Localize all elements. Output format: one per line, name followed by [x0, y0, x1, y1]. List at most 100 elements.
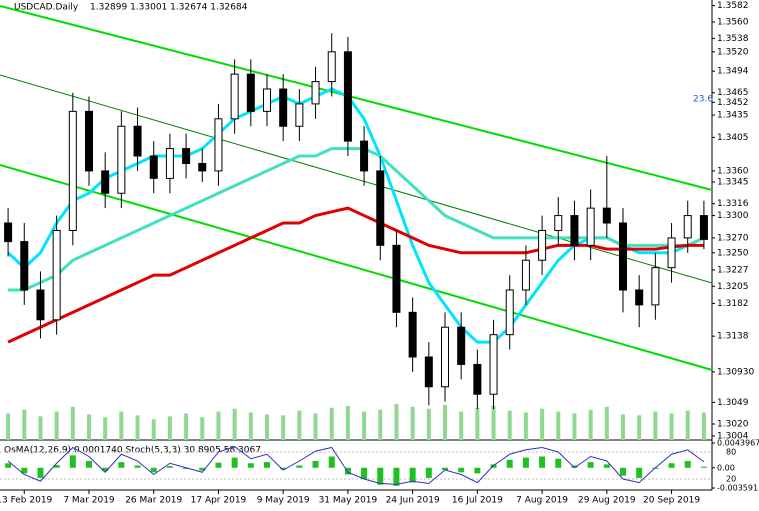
osma-bar: [280, 467, 287, 470]
volume-bar: [604, 406, 609, 440]
volume-bar: [184, 413, 189, 440]
volume-bar: [362, 411, 367, 440]
quote: 1.32899 1.33001 1.32674 1.32684: [90, 3, 248, 13]
candle-body: [311, 81, 320, 105]
candle-body: [279, 88, 288, 127]
x-tick-label: 29 Aug 2019: [578, 496, 636, 506]
candle-body: [117, 125, 126, 194]
candle-body: [667, 237, 676, 269]
candle-body: [376, 170, 385, 246]
y-tick-label: 1.3465: [717, 88, 749, 98]
osma-bar: [684, 461, 691, 468]
fib-label: 23.6: [693, 95, 713, 105]
y-tick-label: 1.3004: [717, 431, 749, 441]
volume-bar: [426, 408, 431, 440]
y-tick-label: 1.3520: [717, 47, 749, 57]
candle-body: [68, 110, 77, 231]
volume-bar: [38, 416, 43, 440]
osma-bar: [183, 467, 190, 469]
osma-bar: [393, 467, 400, 486]
candle-body: [101, 170, 110, 194]
y-tick-label: 1.3205: [717, 282, 749, 292]
channel-line: [0, 74, 713, 284]
x-tick-label: 17 Apr 2019: [191, 496, 247, 506]
candle-body: [36, 289, 45, 321]
stoch-line: [7, 446, 705, 485]
osma-bar: [603, 464, 610, 468]
volume-bar: [410, 406, 415, 440]
candle-body: [246, 73, 255, 112]
volume-bar: [151, 419, 156, 440]
symbol: USDCAD.Daily: [14, 3, 79, 13]
candle-body: [295, 103, 304, 127]
channel-line: [0, 164, 713, 371]
candle-body: [408, 311, 417, 358]
candle-body: [683, 215, 692, 239]
osma-bar: [102, 467, 109, 472]
volume-bar: [103, 417, 108, 440]
volume-bar: [378, 409, 383, 440]
osma-bar: [5, 463, 12, 468]
x-tick-label: 7 Mar 2019: [63, 496, 115, 506]
osma-bar: [166, 466, 173, 468]
osma-bar: [522, 457, 529, 468]
candle-body: [538, 229, 547, 261]
y-tick-label: 1.3270: [717, 233, 749, 243]
osma-bar: [361, 467, 368, 480]
stoch-tick-label: 80: [726, 448, 736, 457]
volume-bar: [248, 412, 253, 440]
candle-body: [457, 326, 466, 365]
volume-bar: [135, 415, 140, 440]
osma-bar: [69, 455, 76, 468]
volume-bar: [653, 411, 658, 440]
volume-bar: [394, 404, 399, 440]
osma-tick-label: 0.00: [717, 463, 735, 472]
osma-bar: [668, 463, 675, 468]
osma-bar: [344, 467, 351, 475]
y-tick-label: 1.3049: [717, 398, 749, 408]
volume-bar: [216, 411, 221, 440]
volume-bar: [70, 406, 75, 440]
candle-body: [554, 215, 563, 231]
candle-body: [85, 110, 93, 172]
candle-body: [149, 155, 158, 179]
volume-bar: [459, 411, 464, 440]
candle-body: [198, 162, 207, 172]
y-tick-label: 1.3360: [717, 166, 749, 176]
osma-bar: [231, 457, 238, 468]
candle-body: [586, 207, 595, 246]
x-tick-label: 20 Sep 2019: [643, 496, 700, 506]
osma-bar: [555, 458, 562, 468]
x-tick-label: 31 May 2019: [319, 496, 378, 506]
stoch-tick-label: 20: [726, 475, 736, 484]
volume-bar: [588, 409, 593, 440]
y-tick-label: 1.3494: [717, 67, 749, 77]
osma-bar: [539, 456, 546, 468]
osma-bar: [312, 461, 319, 468]
osma-bar: [425, 467, 432, 478]
osma-bar: [377, 467, 384, 485]
osma-bar: [636, 467, 643, 478]
osma-bar: [409, 467, 416, 483]
candle-body: [424, 356, 433, 388]
candle-body: [651, 267, 660, 306]
candle-body: [360, 140, 369, 172]
candle-body: [20, 241, 29, 291]
osma-bar: [134, 465, 141, 468]
y-tick-label: 1.3405: [717, 133, 749, 143]
x-tick-label: 13 Feb 2019: [0, 496, 53, 506]
osma-bar: [37, 467, 44, 478]
candle-body: [327, 51, 336, 83]
osma-bar: [53, 464, 60, 468]
y-tick-label: 1.3452: [717, 98, 749, 108]
candle-body: [473, 363, 482, 395]
candle-body: [392, 244, 401, 313]
osma-bar: [215, 462, 222, 468]
osma-bar: [506, 459, 513, 468]
y-tick-label: 1.3020: [717, 419, 749, 429]
osma-tick-label: 0.0043967: [717, 439, 759, 448]
y-tick-label: 1.30930: [717, 367, 754, 377]
volume-bar: [637, 415, 642, 440]
volume-bar: [701, 412, 706, 440]
